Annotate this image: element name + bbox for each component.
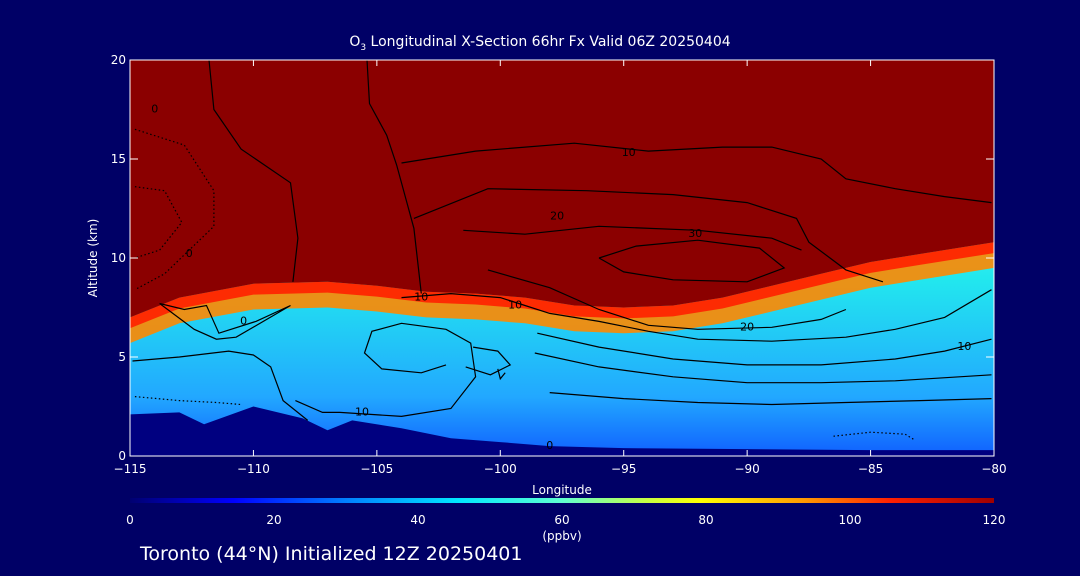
colorbar-tick-label-0: 0 <box>126 513 134 527</box>
x-axis-label: Longitude <box>532 483 592 497</box>
contour-line-2 <box>401 289 992 342</box>
contour-lines <box>132 60 992 441</box>
contour-line-9 <box>534 352 992 384</box>
contour-label-1: 10 <box>414 291 428 304</box>
contour-label-9: 10 <box>957 340 971 353</box>
contour-line-3 <box>401 142 992 204</box>
colorbar <box>130 498 994 503</box>
y-tick-label-1: 5 <box>118 350 126 364</box>
contour-label-10: 0 <box>151 103 158 116</box>
contour-label-11: 0 <box>186 247 193 260</box>
stratosphere-region <box>130 60 994 318</box>
y-tick-label-4: 20 <box>111 53 126 67</box>
contour-line-0 <box>208 60 299 282</box>
plot-area: 0 10 10 10 0 10 20 30 20 10 0 0 <box>130 60 994 456</box>
contour-line-1 <box>366 60 422 294</box>
title-species: O <box>349 34 361 50</box>
contour-label-5: 10 <box>622 146 636 159</box>
contour-line-11 <box>295 322 477 418</box>
contour-line-12 <box>159 302 291 340</box>
contour-line-13 <box>132 350 309 421</box>
x-tick-label-3: −100 <box>484 462 517 476</box>
x-tick-label-2: −105 <box>360 462 393 476</box>
colorbar-ticks: 0 20 40 60 80 100 120 <box>126 513 1005 527</box>
x-tick-label-5: −90 <box>734 462 759 476</box>
colorbar-tick-label-5: 100 <box>839 513 862 527</box>
contour-label-4: 0 <box>546 439 553 452</box>
contour-line-14 <box>465 346 512 376</box>
contour-line-16 <box>134 128 215 291</box>
colorbar-tick-label-2: 40 <box>410 513 425 527</box>
y-axis-label: Altitude (km) <box>86 219 100 298</box>
colorbar-tick-label-4: 80 <box>698 513 713 527</box>
y-axis-ticks: 0 5 10 15 20 <box>111 53 994 463</box>
y-tick-label-3: 15 <box>111 152 126 166</box>
x-tick-label-6: −85 <box>858 462 883 476</box>
tropopause-transition-band-inner <box>130 242 994 329</box>
contour-labels: 0 10 10 10 0 10 20 30 20 10 0 0 <box>151 103 971 453</box>
contour-line-7 <box>487 269 847 330</box>
x-tick-label-0: −115 <box>114 462 147 476</box>
contour-label-7: 30 <box>688 227 702 240</box>
contour-line-6 <box>598 239 786 283</box>
contour-label-6: 20 <box>550 209 564 222</box>
colorbar-unit-label: (ppbv) <box>542 529 581 543</box>
contour-line-8 <box>537 332 992 366</box>
title-subscript: 3 <box>360 42 367 53</box>
contour-label-0: 0 <box>240 314 247 327</box>
x-tick-label-1: −110 <box>237 462 270 476</box>
x-axis-ticks: −115 −110 −105 −100 −95 −90 −85 −80 <box>114 60 1007 476</box>
colorbar-tick-label-6: 120 <box>983 513 1006 527</box>
colorbar-tick-label-1: 20 <box>266 513 281 527</box>
x-tick-label-4: −95 <box>611 462 636 476</box>
y-tick-label-0: 0 <box>118 449 126 463</box>
contour-label-8: 20 <box>740 320 754 333</box>
contour-label-2: 10 <box>508 299 522 312</box>
colorbar-tick-label-3: 60 <box>554 513 569 527</box>
contour-label-3: 10 <box>355 405 369 418</box>
contour-line-4 <box>413 188 884 283</box>
contour-line-10 <box>549 392 992 406</box>
terrain-mask <box>130 406 994 456</box>
chart-title: O3 Longitudinal X-Section 66hr Fx Valid … <box>0 34 1080 53</box>
y-tick-label-2: 10 <box>111 251 126 265</box>
contour-line-5 <box>463 225 802 251</box>
footer-init-text: Toronto (44°N) Initialized 12Z 20250401 <box>140 543 523 565</box>
x-tick-label-7: −80 <box>981 462 1006 476</box>
contour-line-15 <box>497 368 506 381</box>
title-rest: Longitudinal X-Section 66hr Fx Valid 06Z… <box>366 34 731 50</box>
